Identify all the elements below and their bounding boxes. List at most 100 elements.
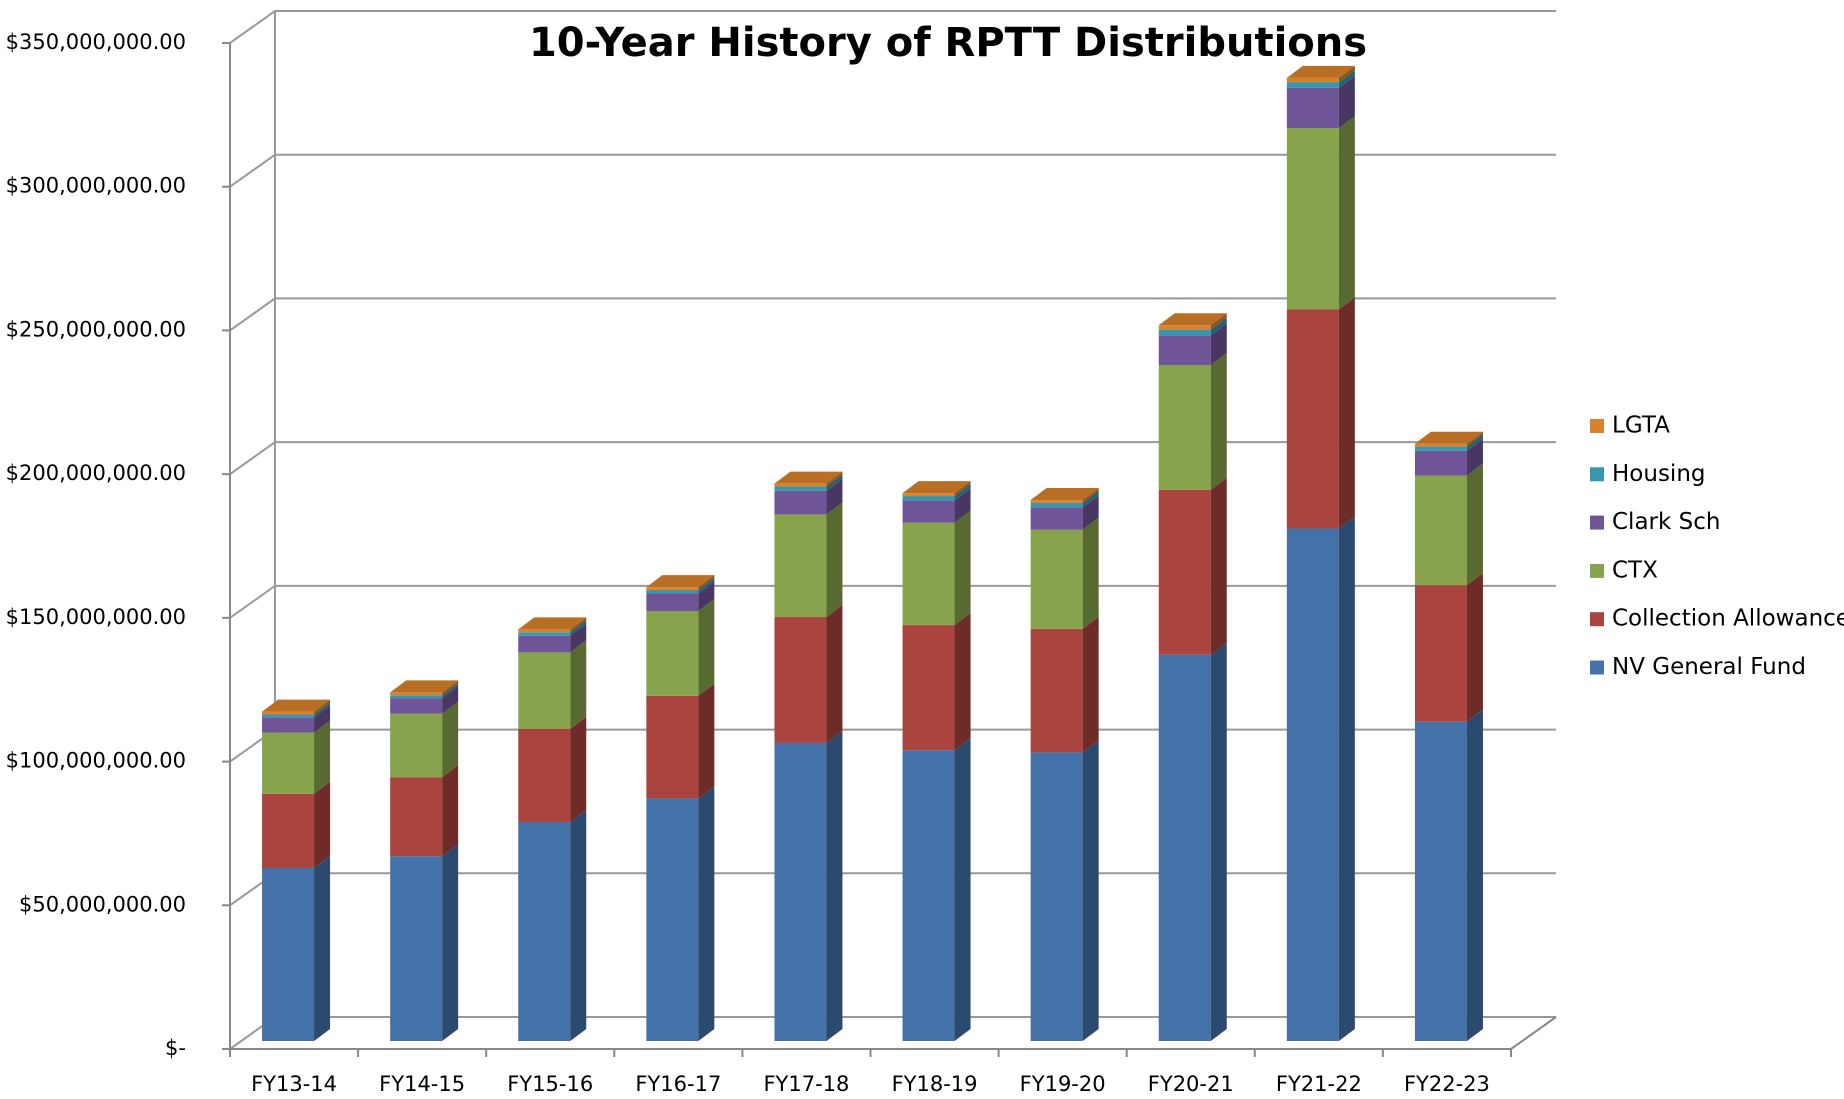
bar-side bbox=[826, 474, 843, 491]
bar-segment bbox=[902, 493, 955, 497]
x-tick-label: FY19-20 bbox=[1020, 1072, 1106, 1096]
y-tick-label: $50,000,000.00 bbox=[19, 892, 186, 916]
bar-side bbox=[570, 809, 587, 1041]
bar-segment bbox=[518, 635, 571, 653]
bar-segment bbox=[390, 698, 443, 714]
bar-segment bbox=[390, 777, 443, 857]
bar-segment bbox=[1158, 325, 1211, 330]
bar-segment bbox=[262, 714, 315, 718]
bar-segment bbox=[518, 821, 571, 1041]
bar-side bbox=[314, 705, 331, 733]
y-tick-label: $100,000,000.00 bbox=[6, 749, 186, 773]
bar-side bbox=[570, 620, 587, 636]
bar-segment bbox=[1414, 443, 1467, 447]
bar-side bbox=[1082, 490, 1099, 508]
bar-side bbox=[442, 680, 459, 696]
bar-side bbox=[442, 844, 459, 1041]
y-tick-label: $200,000,000.00 bbox=[6, 461, 186, 485]
bar-side bbox=[954, 481, 971, 497]
bar-side bbox=[1338, 516, 1355, 1041]
bar-side bbox=[314, 781, 331, 868]
bar-top bbox=[1030, 488, 1099, 501]
bar-segment bbox=[518, 632, 571, 636]
bar-side bbox=[1466, 463, 1483, 586]
bar-segment bbox=[646, 798, 699, 1041]
bar-segment bbox=[1414, 585, 1467, 722]
x-tick-label: FY16-17 bbox=[635, 1072, 721, 1096]
legend-label: CTX bbox=[1612, 557, 1658, 583]
bar-segment bbox=[390, 713, 443, 778]
legend-swatch bbox=[1590, 563, 1604, 578]
bar-side bbox=[826, 502, 843, 618]
x-tick-label: FY13-14 bbox=[251, 1072, 337, 1096]
bar-segment bbox=[1030, 500, 1083, 503]
x-tick-label: FY22-23 bbox=[1404, 1072, 1490, 1096]
bar-side bbox=[1210, 323, 1227, 365]
bar-segment bbox=[1030, 502, 1083, 508]
bar-side bbox=[570, 716, 587, 822]
y-tick-label: $150,000,000.00 bbox=[6, 605, 186, 629]
grid-line bbox=[229, 297, 1556, 332]
bar-segment bbox=[1414, 475, 1467, 586]
bar-segment bbox=[1158, 489, 1211, 655]
y-tick-label: $300,000,000.00 bbox=[6, 174, 186, 198]
legend-swatch bbox=[1590, 419, 1604, 433]
bar-side bbox=[314, 855, 331, 1041]
bar-segment bbox=[774, 514, 827, 618]
bar-segment bbox=[262, 732, 315, 794]
bar-side bbox=[954, 738, 971, 1041]
bar-segment bbox=[1286, 82, 1339, 88]
bar-top bbox=[518, 617, 587, 630]
bar-segment bbox=[1158, 335, 1211, 365]
bar-side bbox=[314, 720, 331, 794]
bar-side bbox=[954, 488, 971, 523]
bar-side bbox=[698, 578, 715, 594]
bar-side bbox=[1082, 488, 1099, 503]
x-tick-label: FY14-15 bbox=[379, 1072, 465, 1096]
bar-segment bbox=[1414, 450, 1467, 476]
grid-line bbox=[229, 153, 1556, 188]
bar-segment bbox=[774, 486, 827, 491]
x-tick-label: FY21-22 bbox=[1276, 1072, 1362, 1096]
bar-segment bbox=[902, 522, 955, 626]
bar-segment bbox=[1158, 654, 1211, 1041]
bar-top bbox=[1414, 431, 1483, 444]
bar-segment bbox=[774, 617, 827, 743]
y-tick-label: $350,000,000.00 bbox=[6, 30, 186, 54]
bar-side bbox=[1338, 70, 1355, 88]
bar-segment bbox=[774, 742, 827, 1041]
bar-side bbox=[698, 683, 715, 799]
bar-side bbox=[1338, 116, 1355, 310]
bar-side bbox=[570, 640, 587, 729]
bar-side bbox=[826, 478, 843, 515]
legend-label: LGTA bbox=[1612, 413, 1670, 439]
bar-side bbox=[1210, 477, 1227, 655]
bar-side bbox=[698, 786, 715, 1041]
bar-top bbox=[774, 471, 843, 484]
bar-side bbox=[698, 575, 715, 591]
bar-side bbox=[1338, 297, 1355, 529]
bar-segment bbox=[518, 629, 571, 633]
y-tick-label: $250,000,000.00 bbox=[6, 317, 186, 341]
bar-segment bbox=[902, 625, 955, 751]
bar-segment bbox=[1158, 329, 1211, 336]
bar-side bbox=[698, 599, 715, 696]
bar-segment bbox=[518, 652, 571, 729]
bar-side bbox=[954, 613, 971, 751]
bar-segment bbox=[774, 490, 827, 515]
bar-top bbox=[1286, 65, 1355, 78]
legend-label: Housing bbox=[1612, 461, 1706, 487]
bar-segment bbox=[1030, 507, 1083, 530]
bar-segment bbox=[1030, 628, 1083, 753]
bar-segment bbox=[902, 496, 955, 501]
bar-segment bbox=[262, 717, 315, 733]
grid-line bbox=[229, 441, 1556, 475]
bar-segment bbox=[1286, 87, 1339, 129]
bar-segment bbox=[902, 750, 955, 1041]
bar-side bbox=[442, 686, 459, 714]
bar-side bbox=[954, 510, 971, 626]
bar-top bbox=[390, 680, 459, 693]
bar-segment bbox=[774, 483, 827, 487]
bar-segment bbox=[1414, 721, 1467, 1041]
